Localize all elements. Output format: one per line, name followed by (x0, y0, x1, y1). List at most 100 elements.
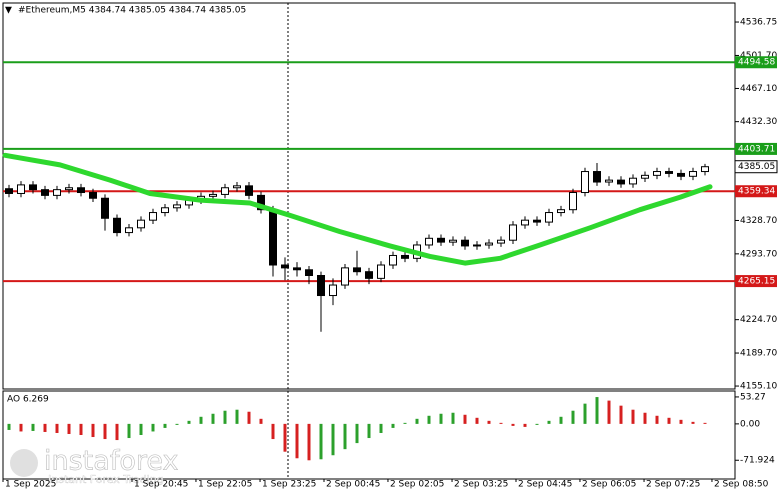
x-tick-label: 2 Sep 04:45 (518, 480, 572, 489)
osc-bar (7, 423, 11, 430)
osc-bar (667, 417, 671, 424)
osc-bar (499, 422, 503, 424)
candle-body (161, 207, 169, 214)
level-tag (735, 275, 777, 288)
osc-bar (475, 417, 479, 424)
osc-bar (259, 418, 263, 424)
osc-bar (703, 422, 707, 424)
candle-body (329, 284, 337, 297)
osc-bar (547, 420, 551, 424)
osc-bar (523, 423, 527, 427)
candle-body (641, 174, 649, 179)
candle-body (89, 192, 97, 199)
osc-bar (391, 423, 395, 428)
candle-body (461, 239, 469, 247)
osc-bar (103, 423, 107, 440)
candle-body (77, 187, 85, 194)
candle-body (629, 177, 637, 185)
x-tick-label: 1 Sep 20:45 (134, 480, 188, 489)
osc-bar (211, 413, 215, 424)
level-tag-label: 4494.58 (738, 58, 775, 68)
candle-body (377, 264, 385, 279)
candle-body (533, 219, 541, 223)
candle-body (233, 185, 241, 189)
osc-bar (331, 423, 335, 456)
x-tick-label: 2 Sep 06:05 (582, 480, 636, 489)
candle-body (389, 254, 397, 266)
moving-average (2, 152, 713, 266)
chart-title: #Ethereum,M5 4384.74 4385.05 4384.74 438… (18, 6, 246, 16)
candle-body (665, 171, 673, 174)
y-tick-label: 4224.70 (740, 315, 777, 325)
osc-bar (487, 420, 491, 424)
x-tick-label: 1 Sep 23:25 (262, 480, 316, 489)
candle-body (485, 242, 493, 246)
osc-bar (535, 423, 539, 425)
y-tick-label: 4155.10 (740, 382, 777, 392)
oscillator-pane (2, 390, 736, 480)
price-pane (2, 2, 736, 390)
osc-bar (559, 416, 563, 424)
candle-body (257, 194, 265, 211)
osc-bar (55, 423, 59, 433)
candle-body (497, 239, 505, 244)
osc-tick-label: 53.27 (740, 392, 766, 402)
osc-bar (319, 423, 323, 460)
candle-body (65, 187, 73, 191)
candle-body (617, 179, 625, 185)
candle-body (5, 188, 13, 194)
osc-bar (643, 412, 647, 424)
candle-body (17, 184, 25, 194)
osc-bar (247, 411, 251, 424)
candle-body (149, 212, 157, 221)
osc-bar (199, 416, 203, 424)
candle-body (509, 224, 517, 241)
candle-body (473, 244, 481, 247)
x-tick-label: 1 Sep 22:05 (198, 480, 252, 489)
watermark-slogan: Instant Forex Trading (48, 473, 164, 486)
y-tick-label: 4467.10 (740, 84, 777, 94)
candle-body (581, 171, 589, 194)
osc-bar (79, 423, 83, 435)
price-tag-label: 4385.05 (738, 162, 775, 172)
osc-bar (19, 423, 23, 432)
candle-body (41, 189, 49, 196)
level-tag-label: 4359.34 (738, 187, 775, 197)
osc-bar (655, 415, 659, 424)
candle-body (29, 184, 37, 191)
osc-bar (175, 423, 179, 425)
osc-bar (127, 423, 131, 439)
candle-body (293, 267, 301, 271)
candle-body (125, 227, 133, 234)
osc-bar (307, 423, 311, 461)
osc-bar (163, 423, 167, 428)
oscillator-title: AO 6.269 (7, 395, 49, 405)
osc-bar (511, 423, 515, 426)
candle-body (521, 219, 529, 226)
x-tick-label: 2 Sep 03:25 (454, 480, 508, 489)
osc-bar (343, 423, 347, 450)
osc-bar (403, 422, 407, 424)
candle-body (545, 212, 553, 223)
osc-bar (283, 423, 287, 452)
candle-body (677, 172, 685, 177)
osc-bar (691, 421, 695, 424)
watermark-logo (10, 449, 38, 477)
candle-body (173, 204, 181, 209)
osc-bar (427, 415, 431, 424)
osc-bar (31, 423, 35, 431)
candle-body (365, 271, 373, 279)
y-tick-label: 4293.70 (740, 249, 777, 259)
y-tick-label: 4432.30 (740, 117, 777, 127)
candle-body (557, 209, 565, 214)
candle-body (593, 171, 601, 183)
osc-bar (679, 419, 683, 424)
candle-body (317, 274, 325, 297)
osc-bar (367, 423, 371, 439)
y-tick-label: 4328.70 (740, 216, 777, 226)
candle-body (449, 239, 457, 243)
candle-body (689, 171, 697, 177)
osc-bar (295, 423, 299, 459)
candle-body (401, 254, 409, 259)
osc-bar (43, 423, 47, 432)
